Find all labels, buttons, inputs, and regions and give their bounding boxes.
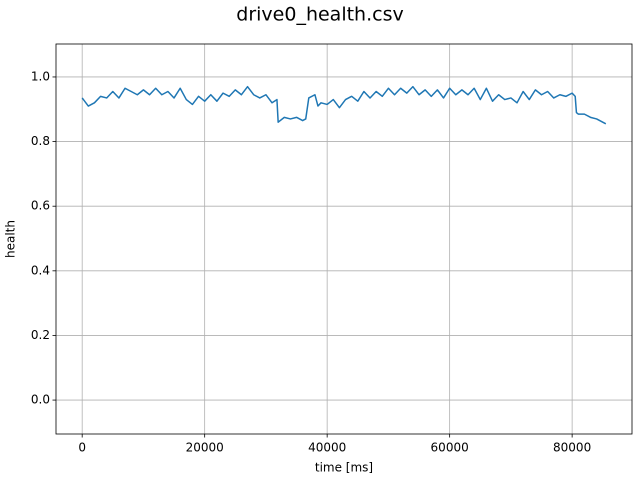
plot-frame (55, 43, 633, 435)
x-tick-label: 60000 (431, 441, 469, 455)
y-tick-label: 0.4 (31, 263, 50, 277)
chart-title: drive0_health.csv (236, 4, 403, 26)
y-axis-label: health (4, 220, 18, 258)
x-tick-label: 0 (78, 441, 86, 455)
y-tick-label: 1.0 (31, 69, 50, 83)
y-tick-label: 0.2 (31, 328, 50, 342)
x-tick-label: 20000 (186, 441, 224, 455)
y-tick-label: 0.8 (31, 134, 50, 148)
data-line (81, 85, 607, 125)
x-tick-label: 40000 (308, 441, 346, 455)
y-tick-label: 0.6 (31, 199, 50, 213)
x-tick-label: 80000 (553, 441, 591, 455)
y-tick-label: 0.0 (31, 393, 50, 407)
x-axis-label: time [ms] (315, 461, 373, 475)
